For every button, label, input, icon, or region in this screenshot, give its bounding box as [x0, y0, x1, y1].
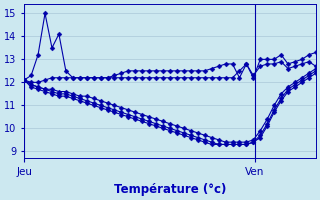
- X-axis label: Température (°c): Température (°c): [114, 183, 226, 196]
